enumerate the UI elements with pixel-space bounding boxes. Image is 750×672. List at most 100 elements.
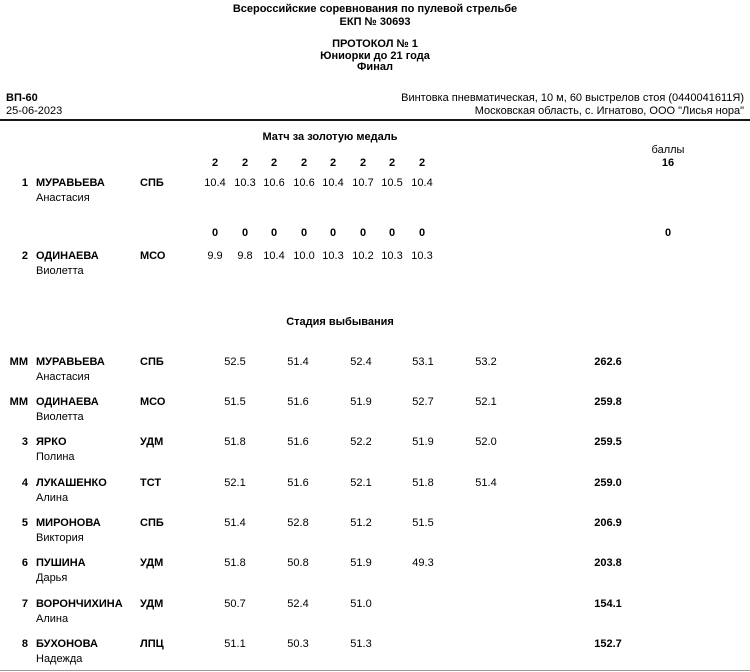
elim-rank: 4 [21, 477, 28, 489]
series-value-cell: 52.8 [287, 517, 309, 529]
elim-total: 259.8 [594, 396, 622, 408]
points-value: 0 [664, 227, 672, 239]
points-value: 16 [661, 157, 675, 169]
discipline-info: Винтовка пневматическая, 10 м, 60 выстре… [401, 92, 744, 104]
series-value-cell: 52.0 [475, 436, 497, 448]
series-value-cell: 53.2 [475, 356, 497, 368]
elim-surname: МИРОНОВА [36, 517, 101, 529]
elim-firstname: Алина [36, 492, 69, 504]
series-value-cell: 52.7 [412, 396, 434, 408]
series-value-cell: 53.1 [412, 356, 434, 368]
elim-region: УДМ [140, 598, 164, 610]
series-value-cell: 51.8 [224, 436, 246, 448]
series-value-cell: 51.4 [475, 477, 497, 489]
shot-value-cell: 10.4 [411, 177, 433, 189]
series-value-cell: 51.3 [350, 638, 372, 650]
shot-value-cell: 10.6 [293, 177, 315, 189]
series-value-cell: 51.9 [412, 436, 434, 448]
stage-value-cell: 2 [300, 157, 308, 169]
series-value-cell: 52.4 [350, 356, 372, 368]
elim-surname: ОДИНАЕВА [36, 396, 99, 408]
series-value-cell: 50.3 [287, 638, 309, 650]
elim-region: ТСТ [140, 477, 162, 489]
venue-info: Московская область, с. Игнатово, ООО "Ли… [474, 105, 744, 117]
elim-region: УДМ [140, 557, 164, 569]
shot-value-cell: 10.6 [263, 177, 285, 189]
stage-value-cell: 0 [270, 227, 278, 239]
series-value-cell: 51.5 [412, 517, 434, 529]
elim-rank: 8 [21, 638, 28, 650]
elim-surname: МУРАВЬЕВА [36, 356, 105, 368]
shot-value-cell: 10.3 [322, 250, 344, 262]
series-value-cell: 51.4 [224, 517, 246, 529]
elim-firstname: Дарья [36, 572, 68, 584]
stage-value-cell: 0 [359, 227, 367, 239]
series-value-cell: 52.4 [287, 598, 309, 610]
elim-total: 259.5 [594, 436, 622, 448]
elim-region: ЛПЦ [140, 638, 164, 650]
series-value-cell: 50.7 [224, 598, 246, 610]
elim-surname: ЛУКАШЕНКО [36, 477, 107, 489]
elim-total: 262.6 [594, 356, 622, 368]
elim-region: СПБ [140, 356, 164, 368]
stage-value-cell: 0 [241, 227, 249, 239]
stage-value-cell: 0 [418, 227, 426, 239]
stage-value-cell: 0 [300, 227, 308, 239]
protocol-category: Юниорки до 21 года [320, 50, 430, 62]
elim-rank: ММ [9, 396, 28, 408]
series-value-cell: 51.6 [287, 436, 309, 448]
series-value-cell: 51.6 [287, 477, 309, 489]
elim-total: 152.7 [594, 638, 622, 650]
series-value-cell: 51.9 [350, 396, 372, 408]
elim-firstname: Анастасия [36, 371, 90, 383]
competition-title: Всероссийские соревнования по пулевой ст… [232, 3, 518, 15]
elim-rank: 3 [21, 436, 28, 448]
shot-value-cell: 9.9 [207, 250, 223, 262]
elim-region: УДМ [140, 436, 164, 448]
elim-firstname: Алина [36, 613, 69, 625]
elim-region: МСО [140, 396, 166, 408]
series-value-cell: 51.9 [350, 557, 372, 569]
protocol-title: ПРОТОКОЛ № 1 [332, 38, 418, 50]
stage-value-cell: 0 [388, 227, 396, 239]
series-value-cell: 50.8 [287, 557, 309, 569]
series-value-cell: 52.1 [224, 477, 246, 489]
header-rule [0, 119, 750, 121]
elim-total: 203.8 [594, 557, 622, 569]
event-date: 25-06-2023 [6, 105, 63, 117]
match-shooter-rank: 2 [21, 250, 28, 262]
elim-rank: 6 [21, 557, 28, 569]
series-value-cell: 52.1 [475, 396, 497, 408]
elim-firstname: Надежда [36, 653, 83, 665]
elim-total: 259.0 [594, 477, 622, 489]
series-value-cell: 51.4 [287, 356, 309, 368]
shot-value-cell: 10.3 [411, 250, 433, 262]
stage-value-cell: 2 [329, 157, 337, 169]
protocol-stage: Финал [357, 61, 393, 73]
elim-region: СПБ [140, 517, 164, 529]
elim-surname: ЯРКО [36, 436, 67, 448]
points-label: баллы [651, 144, 685, 156]
match-shooter-rank: 1 [21, 177, 28, 189]
series-value-cell: 49.3 [412, 557, 434, 569]
match-shooter-region: МСО [140, 250, 166, 262]
elim-firstname: Виктория [36, 532, 84, 544]
match-shooter-region: СПБ [140, 177, 164, 189]
event-code: ВП-60 [6, 92, 38, 104]
shot-value-cell: 10.2 [352, 250, 374, 262]
series-value-cell: 52.2 [350, 436, 372, 448]
stage-value-cell: 2 [359, 157, 367, 169]
match-shooter-firstname: Анастасия [36, 192, 90, 204]
series-value-cell: 52.1 [350, 477, 372, 489]
shot-value-cell: 10.0 [293, 250, 315, 262]
elim-surname: ПУШИНА [36, 557, 86, 569]
series-value-cell: 51.2 [350, 517, 372, 529]
stage-value-cell: 2 [211, 157, 219, 169]
stage-value-cell: 2 [388, 157, 396, 169]
shot-value-cell: 10.5 [381, 177, 403, 189]
series-value-cell: 51.1 [224, 638, 246, 650]
gold-match-title: Матч за золотую медаль [262, 131, 398, 143]
match-shooter-firstname: Виолетта [36, 265, 84, 277]
series-value-cell: 51.8 [412, 477, 434, 489]
match-shooter-surname: ОДИНАЕВА [36, 250, 99, 262]
